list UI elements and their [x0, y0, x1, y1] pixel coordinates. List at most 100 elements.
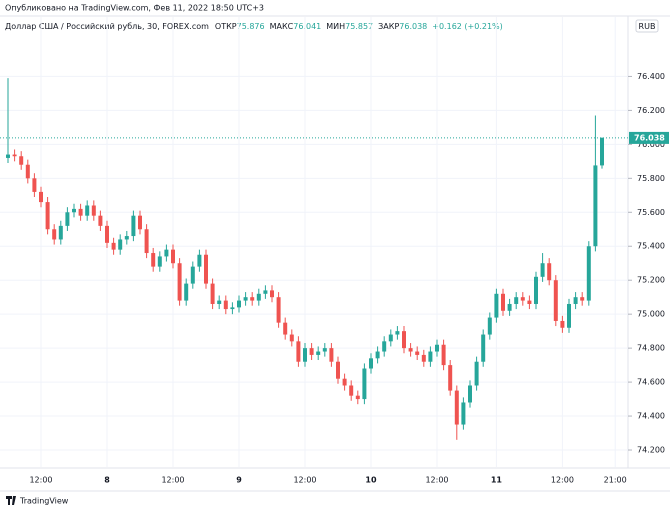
candle-body	[329, 348, 334, 362]
x-tick-label: 12:00	[161, 476, 184, 485]
candle-body	[573, 297, 578, 304]
candle-body	[441, 344, 446, 366]
candle-body	[600, 137, 604, 166]
candle-body	[230, 307, 235, 310]
candle-body	[421, 354, 426, 362]
change: +0.162 (+0.21%)	[432, 22, 503, 31]
candle-body	[164, 249, 169, 257]
y-tick-label: 75.800	[637, 174, 665, 183]
candle-body	[461, 402, 466, 425]
x-tick-label: 10	[365, 476, 377, 485]
candle-body	[177, 263, 182, 301]
candle-body	[395, 331, 400, 335]
candle-body	[171, 249, 175, 264]
candle-body	[468, 385, 472, 403]
y-tick-label: 75.000	[637, 310, 665, 319]
candle-body	[190, 266, 195, 284]
candle-body	[296, 341, 301, 362]
candle-body	[355, 395, 360, 400]
candle-body	[283, 322, 288, 335]
candle-body	[415, 351, 420, 355]
candle-body	[243, 297, 248, 301]
y-tick-label: 75.400	[637, 242, 665, 251]
candle-body	[85, 205, 90, 216]
candle-body	[72, 208, 76, 213]
candle-body	[369, 358, 373, 369]
candle-body	[39, 191, 43, 203]
y-tick-label: 75.200	[637, 276, 665, 285]
candle-body	[184, 283, 189, 301]
ohlc-label: МАКС	[270, 22, 294, 31]
x-tick-label: 11	[491, 476, 503, 485]
candle-body	[349, 385, 354, 396]
candle-body	[91, 205, 96, 216]
candle-body	[593, 165, 598, 247]
candle-body	[527, 300, 532, 304]
candle-body	[217, 300, 222, 304]
x-tick-label: 8	[104, 476, 110, 485]
candle-body	[138, 215, 142, 230]
brand-name: TradingView	[19, 497, 69, 506]
ohlc-label: МИН	[326, 22, 345, 31]
candle-body	[342, 378, 347, 386]
candle-body	[131, 215, 136, 237]
candle-body	[151, 253, 156, 267]
candle-body	[58, 225, 63, 240]
candle-body	[250, 297, 255, 301]
candle-body	[111, 242, 116, 250]
candle-body	[388, 334, 393, 342]
ohlc-value: 75.876	[237, 22, 265, 31]
candle-body	[144, 229, 149, 254]
candle-body	[6, 154, 10, 158]
candle-body	[402, 331, 406, 349]
y-tick-label: 74.600	[637, 378, 665, 387]
y-tick-label: 75.600	[637, 208, 665, 217]
candle-body	[487, 317, 492, 335]
candle-body	[12, 154, 17, 157]
brand: TradingView	[6, 496, 69, 506]
y-tick-label: 76.400	[637, 72, 665, 81]
ohlc-value: 76.041	[293, 22, 321, 31]
candle-body	[52, 229, 57, 240]
candle-body	[580, 297, 585, 301]
candle-body	[289, 334, 294, 342]
candle-body	[309, 348, 314, 355]
candle-body	[481, 334, 486, 362]
candle-body	[223, 300, 228, 310]
candle-body	[494, 293, 499, 318]
x-tick-label: 12:00	[425, 476, 448, 485]
candle-body	[157, 256, 162, 267]
candle-body	[362, 368, 367, 400]
y-tick-label: 74.200	[637, 446, 665, 455]
candle-body	[501, 293, 505, 311]
candle-body	[520, 297, 525, 301]
y-tick-label: 74.400	[637, 412, 665, 421]
candle-body	[507, 303, 512, 311]
candle-body	[322, 348, 327, 352]
candle-body	[560, 320, 565, 328]
candle-body	[408, 348, 413, 352]
brand-logo	[6, 496, 16, 505]
candle-body	[382, 341, 387, 352]
candle-body	[553, 280, 558, 321]
currency[interactable]: RUB	[639, 22, 656, 31]
candle-body	[256, 293, 261, 301]
candle-body	[514, 297, 519, 304]
ohlc-value: 76.038	[399, 22, 427, 31]
candle-body	[65, 212, 70, 226]
candle-body	[45, 202, 50, 230]
candle-body	[25, 164, 30, 179]
candle-body	[197, 254, 202, 267]
published: Опубликовано на TradingView.com, Фев 11,…	[5, 4, 264, 13]
candle-body	[448, 365, 453, 391]
candle-body	[98, 215, 103, 226]
currency-box[interactable]	[635, 19, 659, 33]
y-tick-label: 74.800	[637, 344, 665, 353]
candle-body	[210, 283, 215, 304]
candle-body	[78, 208, 83, 216]
last-price-label: 76.038	[634, 133, 665, 142]
candle-body	[270, 290, 274, 298]
